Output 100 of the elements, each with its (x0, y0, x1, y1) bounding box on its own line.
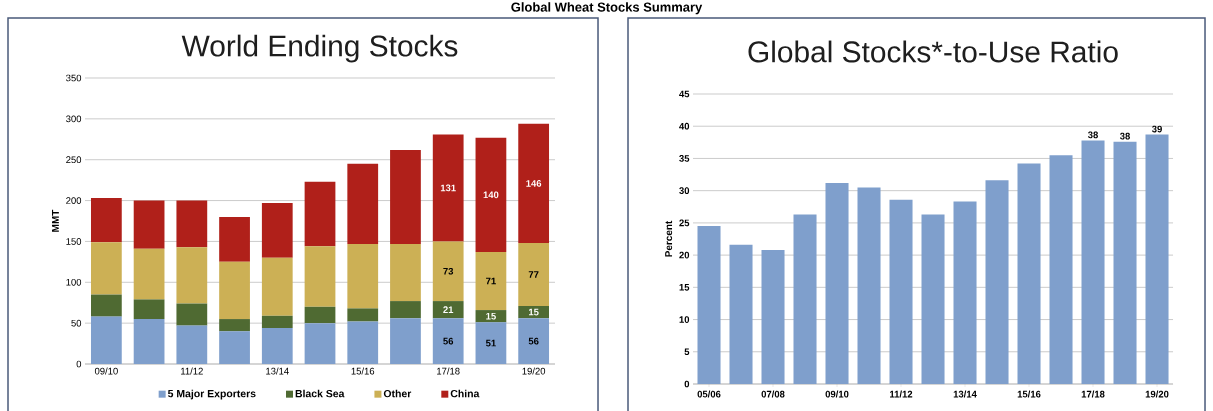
y-tick-label: 5 (684, 348, 690, 356)
y-tick-label: 100 (66, 278, 82, 286)
bar (304, 181, 336, 247)
y-tick-label: 25 (679, 219, 690, 227)
bar (390, 149, 421, 244)
data-label: 71 (486, 277, 496, 285)
bar (219, 319, 250, 332)
bar (176, 247, 208, 304)
legend-label: Black Sea (295, 389, 345, 398)
bar (1081, 140, 1105, 384)
bar (1049, 155, 1073, 384)
x-tick-label: 19/20 (1145, 390, 1169, 398)
bar (697, 226, 721, 384)
y-tick-label: 300 (66, 115, 82, 123)
bar (985, 180, 1009, 384)
x-tick-label: 11/12 (890, 390, 913, 398)
bar (133, 299, 165, 320)
data-label: 140 (483, 191, 499, 199)
y-tick-label: 50 (71, 319, 82, 327)
bar (133, 319, 165, 364)
y-tick-label: 20 (679, 251, 690, 259)
bar (90, 242, 122, 295)
bar (133, 248, 165, 300)
bar (347, 321, 379, 364)
bar (90, 316, 122, 364)
data-label: 73 (443, 267, 454, 275)
text: Global Wheat Stocks Summary (511, 2, 703, 15)
x-tick-label: 15/16 (351, 367, 375, 375)
x-tick-label: 19/20 (522, 367, 546, 375)
data-label: 51 (485, 339, 496, 347)
bar (304, 323, 336, 364)
x-tick-label: 05/06 (697, 390, 721, 398)
data-label: 77 (528, 271, 539, 278)
y-tick-label: 10 (679, 316, 690, 323)
bar (432, 134, 464, 242)
y-tick-label: 0 (76, 360, 82, 368)
bar (90, 294, 122, 317)
data-label: 15 (486, 312, 496, 320)
chart-title: Global Stocks*-to-Use Ratio (748, 40, 1118, 63)
x-tick-label: 07/08 (761, 390, 785, 398)
legend-label: China (450, 389, 480, 398)
bar (475, 137, 507, 253)
bar (219, 331, 250, 364)
x-tick-label: 09/10 (94, 367, 118, 375)
bar (304, 246, 336, 307)
y-tick-label: 35 (679, 155, 690, 162)
y-tick-label: 0 (684, 380, 690, 388)
bar (219, 216, 250, 262)
bar (953, 201, 977, 384)
bar (261, 203, 293, 258)
bar (1145, 134, 1169, 384)
bar (889, 199, 913, 384)
bar (390, 301, 421, 319)
bar (261, 315, 293, 329)
data-label: 131 (440, 184, 456, 192)
data-label: 56 (443, 337, 454, 345)
bar (921, 214, 945, 384)
x-tick-label: 17/18 (437, 367, 460, 375)
y-tick-label: 45 (679, 90, 690, 98)
x-tick-label: 13/14 (953, 390, 977, 398)
y-tick-label: 40 (679, 122, 690, 130)
x-tick-label: 11/12 (181, 367, 203, 375)
x-tick-label: 13/14 (266, 367, 289, 375)
legend-label: 5 Major Exporters (167, 389, 256, 400)
bar (261, 328, 293, 364)
y-axis-title: MMT (52, 209, 59, 232)
bar (347, 163, 379, 244)
chart-title: World Ending Stocks (181, 34, 458, 63)
bar (793, 214, 817, 384)
bar (729, 244, 753, 384)
data-label: 39 (1151, 125, 1162, 133)
bar (176, 303, 208, 326)
y-tick-label: 30 (679, 187, 690, 195)
data-label: 56 (528, 337, 539, 345)
legend-label: Other (383, 389, 412, 398)
x-tick-label: 09/10 (825, 390, 849, 398)
bar (518, 123, 550, 244)
y-tick-label: 350 (66, 74, 82, 82)
y-tick-label: 150 (66, 238, 82, 245)
bar (219, 261, 250, 320)
bar (432, 301, 464, 319)
bar (432, 241, 464, 302)
y-tick-label: 250 (66, 156, 82, 164)
x-tick-label: 15/16 (1017, 390, 1041, 398)
data-label: 38 (1087, 131, 1098, 139)
bar (347, 308, 379, 322)
bar (475, 322, 507, 364)
bar (825, 182, 849, 384)
bar (133, 200, 165, 249)
bar (347, 243, 379, 309)
y-axis-title: Percent (665, 220, 673, 257)
bar (518, 305, 550, 319)
bar (390, 243, 421, 302)
data-label: 15 (528, 308, 539, 316)
data-label: 146 (526, 180, 542, 187)
bar (176, 325, 208, 364)
bar (90, 198, 122, 243)
bar (761, 249, 785, 384)
bar (390, 318, 421, 364)
bar (176, 200, 208, 248)
